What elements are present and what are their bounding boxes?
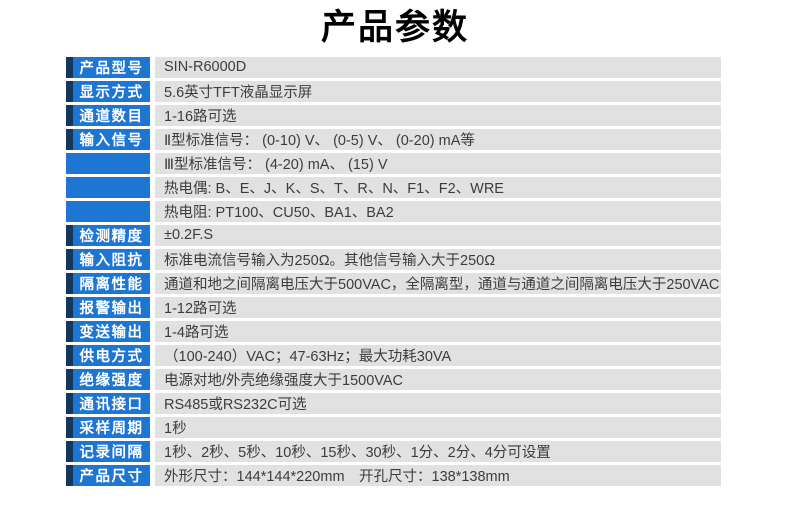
row-value: RS485或RS232C可选 — [155, 392, 721, 414]
row-label — [66, 200, 150, 222]
row-value: 5.6英寸TFT液晶显示屏 — [155, 80, 721, 102]
table-row: 输入阻抗 标准电流信号输入为250Ω。其他信号输入大于250Ω — [66, 248, 721, 270]
row-label: 绝缘强度 — [66, 368, 150, 390]
table-row: 热电偶: B、E、J、K、S、T、R、N、F1、F2、WRE — [66, 176, 721, 198]
row-value: 1-12路可选 — [155, 296, 721, 318]
table-row: 检测精度 ±0.2F.S — [66, 224, 721, 246]
row-label: 显示方式 — [66, 80, 150, 102]
table-row: 通道数目 1-16路可选 — [66, 104, 721, 126]
table-row: 显示方式 5.6英寸TFT液晶显示屏 — [66, 80, 721, 102]
row-label: 产品尺寸 — [66, 464, 150, 486]
row-value: 热电阻: PT100、CU50、BA1、BA2 — [155, 200, 721, 222]
table-row: 产品尺寸 外形尺寸：144*144*220mm 开孔尺寸：138*138mm — [66, 464, 721, 486]
table-row: 供电方式 （100-240）VAC；47-63Hz；最大功耗30VA — [66, 344, 721, 366]
row-value: Ⅱ型标准信号： (0-10) V、 (0-5) V、 (0-20) mA等 — [155, 128, 721, 150]
table-row: 隔离性能 通道和地之间隔离电压大于500VAC，全隔离型，通道与通道之间隔离电压… — [66, 272, 721, 294]
spec-table: 产品型号 SIN-R6000D 显示方式 5.6英寸TFT液晶显示屏 通道数目 … — [66, 56, 721, 486]
row-label — [66, 176, 150, 198]
row-value: 1秒、2秒、5秒、10秒、15秒、30秒、1分、2分、4分可设置 — [155, 440, 721, 462]
row-value: （100-240）VAC；47-63Hz；最大功耗30VA — [155, 344, 721, 366]
row-label: 变送输出 — [66, 320, 150, 342]
table-row: 绝缘强度 电源对地/外壳绝缘强度大于1500VAC — [66, 368, 721, 390]
row-value: Ⅲ型标准信号： (4-20) mA、 (15) V — [155, 152, 721, 174]
row-value: 标准电流信号输入为250Ω。其他信号输入大于250Ω — [155, 248, 721, 270]
page-title: 产品参数 — [320, 8, 469, 47]
row-value: SIN-R6000D — [155, 56, 721, 78]
row-label: 检测精度 — [66, 224, 150, 246]
row-value: 1-4路可选 — [155, 320, 721, 342]
row-label: 输入阻抗 — [66, 248, 150, 270]
table-row: 产品型号 SIN-R6000D — [66, 56, 721, 78]
table-row: 通讯接口 RS485或RS232C可选 — [66, 392, 721, 414]
table-row: 报警输出 1-12路可选 — [66, 296, 721, 318]
row-label: 通讯接口 — [66, 392, 150, 414]
table-row: 热电阻: PT100、CU50、BA1、BA2 — [66, 200, 721, 222]
table-row: 采样周期 1秒 — [66, 416, 721, 438]
row-value: ±0.2F.S — [155, 224, 721, 246]
row-label: 记录间隔 — [66, 440, 150, 462]
row-label: 采样周期 — [66, 416, 150, 438]
table-row: 记录间隔 1秒、2秒、5秒、10秒、15秒、30秒、1分、2分、4分可设置 — [66, 440, 721, 462]
row-label: 隔离性能 — [66, 272, 150, 294]
row-label: 输入信号 — [66, 128, 150, 150]
row-value: 热电偶: B、E、J、K、S、T、R、N、F1、F2、WRE — [155, 176, 721, 198]
row-label: 通道数目 — [66, 104, 150, 126]
row-value: 外形尺寸：144*144*220mm 开孔尺寸：138*138mm — [155, 464, 721, 486]
table-row: 变送输出 1-4路可选 — [66, 320, 721, 342]
row-label — [66, 152, 150, 174]
row-value: 1-16路可选 — [155, 104, 721, 126]
row-label: 产品型号 — [66, 56, 150, 78]
table-row: Ⅲ型标准信号： (4-20) mA、 (15) V — [66, 152, 721, 174]
row-value: 1秒 — [155, 416, 721, 438]
row-label: 供电方式 — [66, 344, 150, 366]
row-value: 通道和地之间隔离电压大于500VAC，全隔离型，通道与通道之间隔离电压大于250… — [155, 272, 721, 294]
row-value: 电源对地/外壳绝缘强度大于1500VAC — [155, 368, 721, 390]
row-label: 报警输出 — [66, 296, 150, 318]
table-row: 输入信号 Ⅱ型标准信号： (0-10) V、 (0-5) V、 (0-20) m… — [66, 128, 721, 150]
